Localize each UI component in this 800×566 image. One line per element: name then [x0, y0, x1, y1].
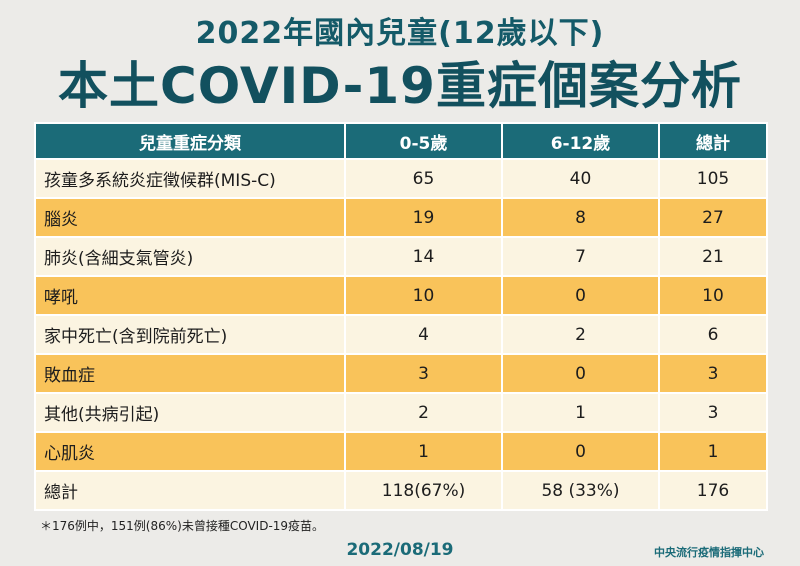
row-category: 其他(共病引起) — [34, 392, 346, 433]
header-total: 總計 — [658, 122, 768, 160]
organization-name: 中央流行疫情指揮中心 — [654, 546, 764, 559]
title-line-2: 本土COVID-19重症個案分析 — [58, 57, 742, 115]
row-category: 敗血症 — [34, 353, 346, 394]
row-age-6-12: 58 (33%) — [501, 470, 660, 511]
row-category: 總計 — [34, 470, 346, 511]
row-age-0-5: 3 — [344, 353, 503, 394]
footnote: ＊176例中，151例(86%)未曾接種COVID-19疫苗。 — [40, 519, 325, 533]
header-category: 兒童重症分類 — [34, 122, 346, 160]
row-category: 心肌炎 — [34, 431, 346, 472]
row-age-6-12: 40 — [501, 158, 660, 199]
row-total: 27 — [658, 197, 768, 238]
header-age-6-12: 6-12歲 — [501, 122, 660, 160]
row-age-0-5: 1 — [344, 431, 503, 472]
row-age-0-5: 2 — [344, 392, 503, 433]
row-total: 10 — [658, 275, 768, 316]
row-age-6-12: 0 — [501, 353, 660, 394]
row-age-6-12: 8 — [501, 197, 660, 238]
row-age-6-12: 7 — [501, 236, 660, 277]
row-age-6-12: 0 — [501, 431, 660, 472]
row-total: 3 — [658, 392, 768, 433]
table-row: 家中死亡(含到院前死亡) 4 2 6 — [34, 314, 768, 355]
row-age-6-12: 2 — [501, 314, 660, 355]
row-total: 3 — [658, 353, 768, 394]
table-row: 其他(共病引起) 2 1 3 — [34, 392, 768, 433]
header-age-0-5: 0-5歲 — [344, 122, 503, 160]
table-header-row: 兒童重症分類 0-5歲 6-12歲 總計 — [34, 122, 768, 160]
table-row: 肺炎(含細支氣管炎) 14 7 21 — [34, 236, 768, 277]
row-total: 1 — [658, 431, 768, 472]
row-age-0-5: 10 — [344, 275, 503, 316]
row-age-0-5: 118(67%) — [344, 470, 503, 511]
title-line-1: 2022年國內兒童(12歲以下) — [195, 16, 605, 51]
row-age-6-12: 1 — [501, 392, 660, 433]
row-age-6-12: 0 — [501, 275, 660, 316]
table-row: 心肌炎 1 0 1 — [34, 431, 768, 472]
table-total-row: 總計 118(67%) 58 (33%) 176 — [34, 470, 768, 511]
row-age-0-5: 19 — [344, 197, 503, 238]
row-total: 176 — [658, 470, 768, 511]
table-row: 腦炎 19 8 27 — [34, 197, 768, 238]
row-total: 105 — [658, 158, 768, 199]
row-category: 孩童多系統炎症徵候群(MIS-C) — [34, 158, 346, 199]
table-row: 哮吼 10 0 10 — [34, 275, 768, 316]
row-age-0-5: 4 — [344, 314, 503, 355]
row-age-0-5: 14 — [344, 236, 503, 277]
row-category: 哮吼 — [34, 275, 346, 316]
severe-cases-table: 兒童重症分類 0-5歲 6-12歲 總計 孩童多系統炎症徵候群(MIS-C) 6… — [34, 122, 768, 511]
row-category: 肺炎(含細支氣管炎) — [34, 236, 346, 277]
report-date: 2022/08/19 — [346, 540, 454, 560]
row-total: 6 — [658, 314, 768, 355]
row-age-0-5: 65 — [344, 158, 503, 199]
row-category: 腦炎 — [34, 197, 346, 238]
table-row: 孩童多系統炎症徵候群(MIS-C) 65 40 105 — [34, 158, 768, 199]
row-category: 家中死亡(含到院前死亡) — [34, 314, 346, 355]
table-row: 敗血症 3 0 3 — [34, 353, 768, 394]
row-total: 21 — [658, 236, 768, 277]
